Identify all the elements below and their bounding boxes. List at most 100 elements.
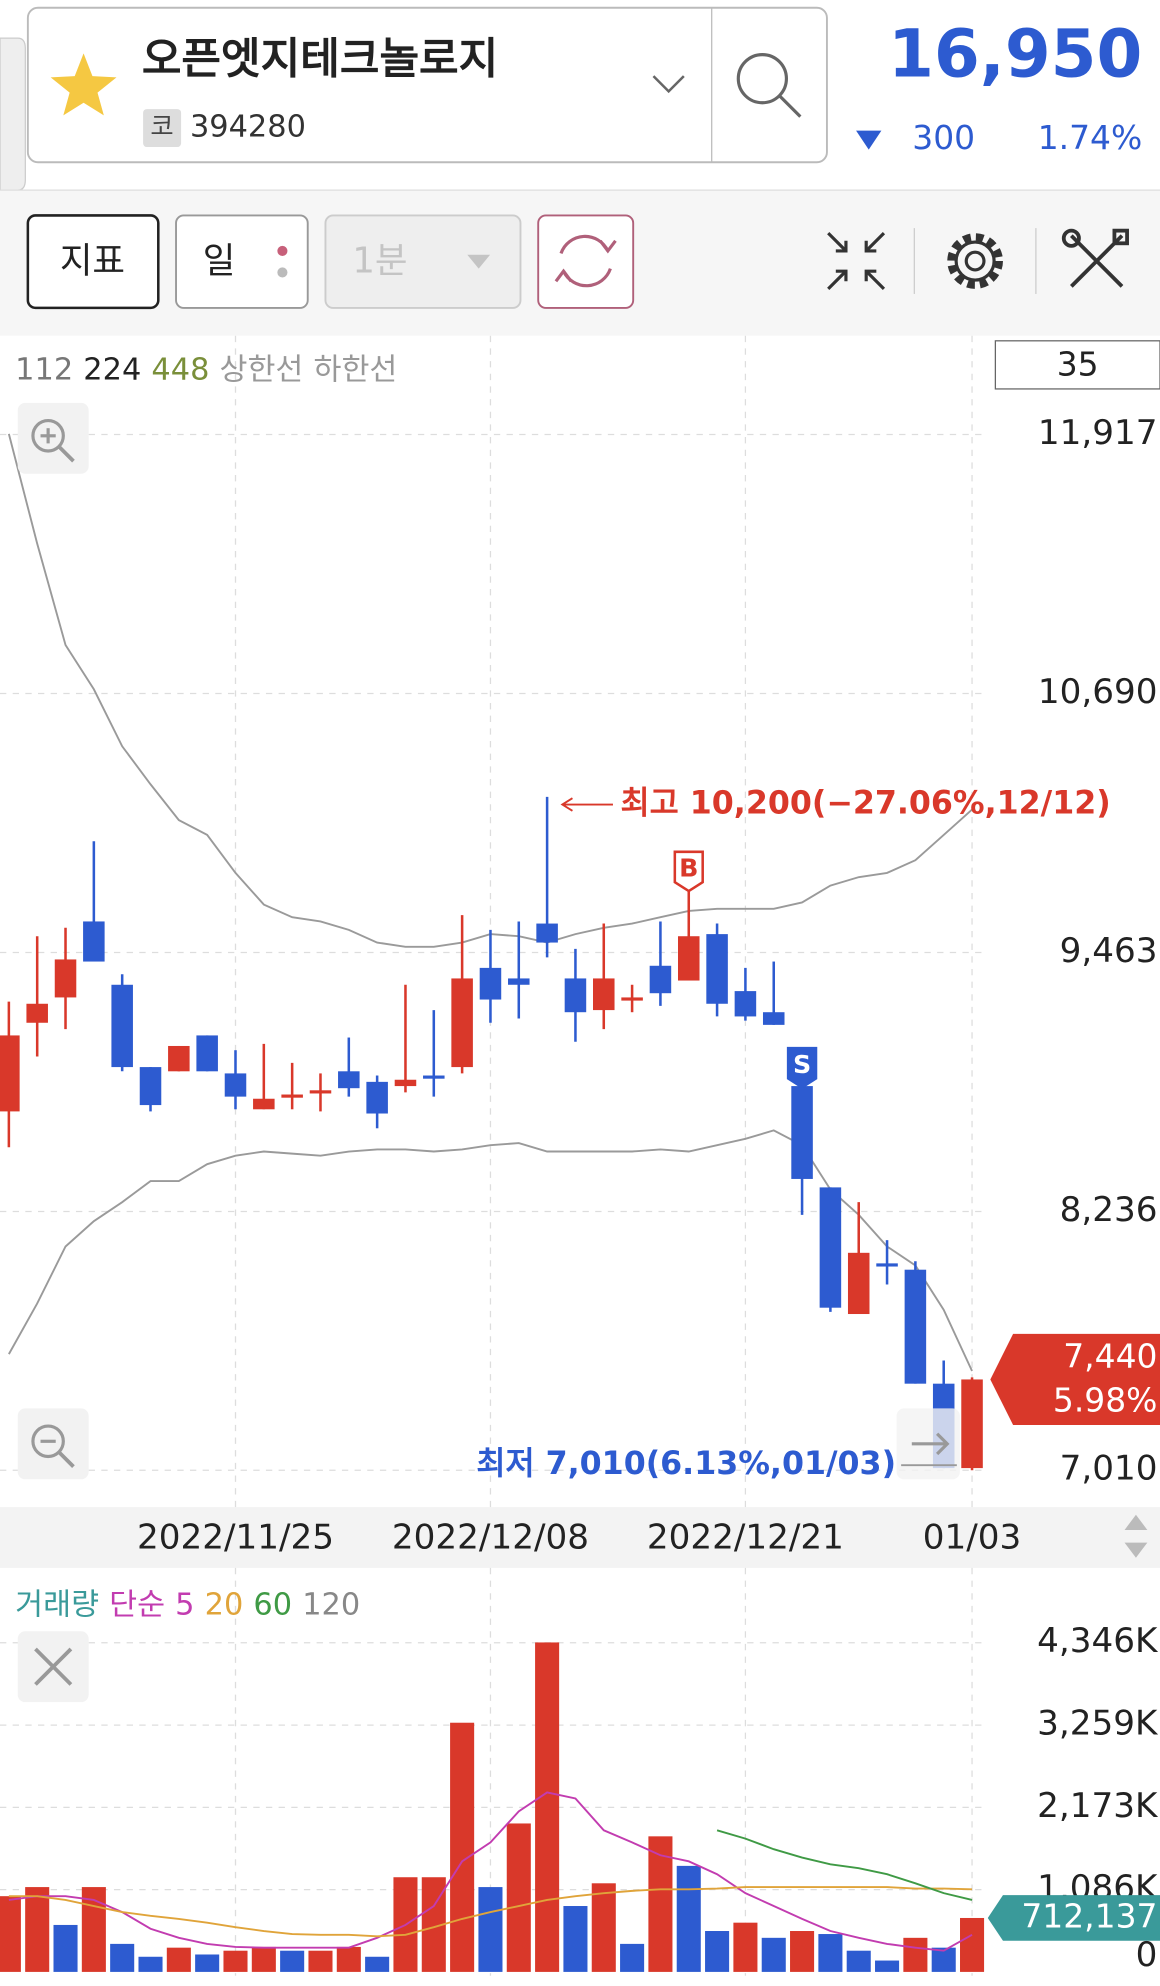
- x-tick-label: 2022/11/25: [137, 1517, 334, 1557]
- candle-body: [791, 1086, 813, 1179]
- candle-body: [111, 984, 133, 1068]
- volume-bar: [931, 1947, 956, 1972]
- dot: [277, 267, 288, 278]
- side-tab[interactable]: [0, 37, 26, 191]
- volume-bar: [308, 1950, 333, 1972]
- volume-bar: [875, 1960, 900, 1972]
- stock-code: 394280: [190, 110, 306, 145]
- candle-body: [649, 965, 672, 994]
- candle-body: [139, 1067, 162, 1106]
- candle-body: [621, 997, 643, 1001]
- volume-bar: [110, 1943, 135, 1972]
- indicator-button[interactable]: [26, 214, 160, 310]
- volume-bar: [506, 1823, 531, 1972]
- volume-bar: [960, 1917, 985, 1972]
- low-label: 최저 7,010(6.13%,01/03): [476, 1446, 896, 1482]
- dropdown-chevron[interactable]: [652, 75, 685, 94]
- candle-body: [366, 1081, 388, 1114]
- candle-body: [0, 1035, 20, 1112]
- scroll-end[interactable]: [896, 1408, 960, 1480]
- y-tick-label: 4,346K: [1037, 1621, 1159, 1661]
- interval-button: [324, 214, 522, 309]
- tools-icon[interactable]: [1061, 228, 1129, 288]
- candle-body: [508, 978, 530, 985]
- x-tick-label: 2022/12/08: [392, 1517, 589, 1557]
- interval-label: 1분: [352, 240, 407, 281]
- y-tick-label: 3,259K: [1037, 1704, 1159, 1744]
- volume-bar: [478, 1887, 503, 1972]
- refresh-button[interactable]: [537, 214, 635, 309]
- volume-bar: [846, 1950, 871, 1972]
- search-box[interactable]: [26, 6, 828, 164]
- volume-bar: [25, 1887, 50, 1972]
- favorite-star[interactable]: [50, 53, 117, 116]
- high-label: 최고 10,200(−27.06%,12/12): [621, 786, 1111, 822]
- volume-bar: [450, 1722, 475, 1972]
- settings-icon[interactable]: [947, 233, 1003, 289]
- volume-bar: [818, 1934, 843, 1972]
- period-label: 일: [203, 240, 236, 281]
- legend-item: 120: [302, 1587, 360, 1622]
- indicator-label: 지표: [60, 240, 125, 281]
- volume-bar: [676, 1865, 701, 1972]
- volume-bar: [648, 1836, 673, 1972]
- legend-item: 단순: [109, 1587, 165, 1622]
- price-change: 300: [912, 118, 975, 157]
- y-tick-label: 10,690: [1038, 672, 1158, 712]
- stock-name: 오픈엣지테크놀로지: [142, 35, 498, 85]
- search-icon[interactable]: [736, 53, 802, 118]
- legend-item: 5: [175, 1587, 194, 1622]
- zoom-in[interactable]: [17, 402, 89, 474]
- y-tick-label: 8,236: [1060, 1190, 1158, 1230]
- resize-handle[interactable]: [1124, 1514, 1148, 1558]
- candle-body: [196, 1035, 218, 1072]
- volume-bar: [535, 1642, 560, 1972]
- candle-body: [677, 936, 700, 981]
- last-price-tag: [990, 1333, 1160, 1426]
- legend-item: 112: [15, 353, 73, 388]
- candle-body: [904, 1269, 927, 1384]
- legend-item: 상한선: [220, 353, 304, 388]
- candle-body: [706, 934, 728, 1004]
- candle-body: [83, 921, 105, 962]
- code-tag-bg: [143, 109, 182, 148]
- candle-body: [593, 978, 615, 1011]
- y-tick-label: 9,463: [1060, 931, 1158, 971]
- y-tick-label: 11,917: [1038, 413, 1158, 453]
- last-volume-label: 712,137: [1021, 1896, 1157, 1935]
- date-band: [0, 1507, 1160, 1568]
- volume-bar: [790, 1931, 815, 1972]
- candle-body: [536, 923, 558, 943]
- candle-body: [281, 1094, 303, 1098]
- close-volume[interactable]: [17, 1631, 89, 1703]
- volume-bar: [251, 1946, 276, 1972]
- volume-bar: [365, 1956, 390, 1972]
- volume-bar: [166, 1947, 191, 1972]
- volume-bar: [0, 1896, 21, 1972]
- collapse-icon[interactable]: [827, 232, 886, 291]
- volume-bar: [336, 1946, 361, 1972]
- candle-body: [734, 991, 757, 1017]
- volume-bar: [563, 1906, 588, 1972]
- volume-bar: [591, 1883, 616, 1972]
- signal-label: B: [679, 853, 698, 883]
- candle-body: [394, 1079, 417, 1087]
- candle-body: [564, 978, 587, 1013]
- code-tag: 코: [150, 111, 173, 141]
- candle-body: [338, 1071, 360, 1089]
- last-price: 7,440: [1063, 1336, 1157, 1375]
- candle-body: [423, 1075, 445, 1079]
- x-tick-label: 01/03: [923, 1517, 1022, 1557]
- zoom-out[interactable]: [17, 1408, 89, 1480]
- candle-body: [479, 967, 502, 1000]
- plot: [0, 433, 985, 1972]
- price-change-rate: 1.74%: [1038, 118, 1143, 157]
- volume-bar: [620, 1943, 645, 1972]
- candle-body: [451, 978, 473, 1068]
- candle-body: [309, 1090, 332, 1094]
- period-button[interactable]: [175, 214, 309, 309]
- volume-bar: [223, 1950, 248, 1972]
- ma-line: [716, 1829, 973, 1901]
- signal-marker: [673, 850, 704, 893]
